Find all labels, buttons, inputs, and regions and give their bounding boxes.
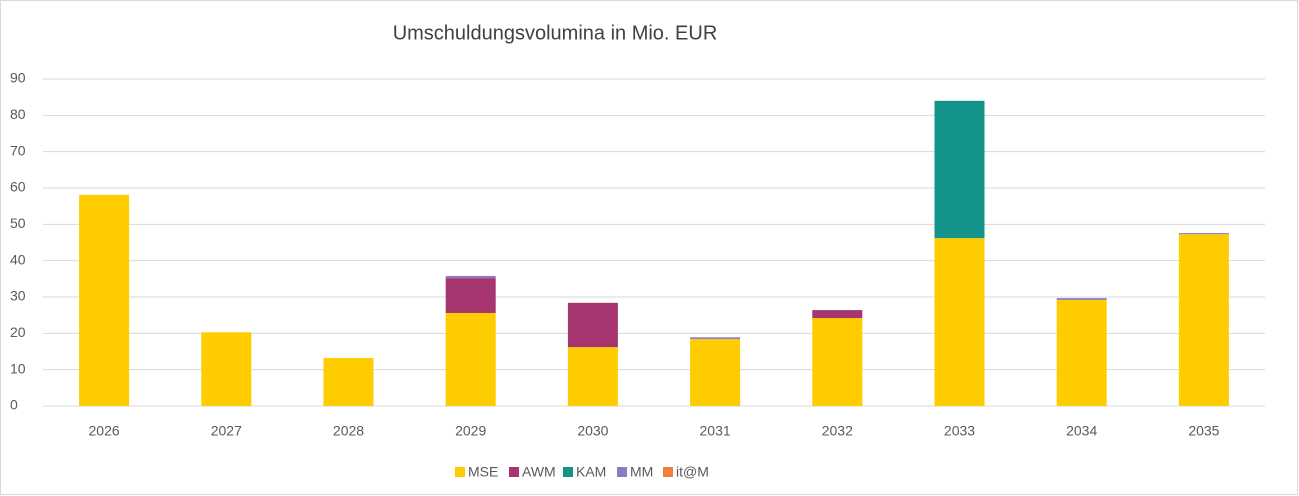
- y-tick-label: 60: [10, 179, 26, 195]
- bar-segment: [690, 337, 741, 340]
- legend-label: AWM: [522, 464, 556, 480]
- x-tick-label: 2035: [1188, 423, 1219, 439]
- bar-segment: [812, 318, 863, 406]
- y-tick-label: 20: [10, 324, 26, 340]
- bar-segment: [1178, 233, 1229, 235]
- bar-segment: [1178, 234, 1229, 406]
- bar-segment: [1056, 299, 1107, 406]
- x-tick-label: 2028: [333, 423, 364, 439]
- y-tick-label: 0: [10, 397, 18, 413]
- x-tick-label: 2034: [1066, 423, 1097, 439]
- x-tick-label: 2026: [89, 423, 120, 439]
- legend-label: KAM: [576, 464, 606, 480]
- bar-segment: [1056, 298, 1107, 300]
- bar-segment: [567, 347, 618, 406]
- y-tick-label: 40: [10, 251, 26, 267]
- bar-segment: [79, 194, 130, 406]
- legend-swatch: [509, 467, 519, 477]
- chart-title: Umschuldungsvolumina in Mio. EUR: [393, 22, 718, 44]
- x-tick-label: 2029: [455, 423, 486, 439]
- x-tick-label: 2032: [822, 423, 853, 439]
- bar-segment: [201, 332, 252, 406]
- y-tick-label: 10: [10, 360, 26, 376]
- bar-segment: [323, 358, 374, 406]
- bar-segment: [445, 275, 496, 279]
- bar-segment: [690, 339, 741, 406]
- bar-segment: [812, 310, 863, 319]
- legend-label: it@M: [676, 464, 709, 480]
- legend-swatch: [663, 467, 673, 477]
- y-tick-label: 80: [10, 106, 26, 122]
- bar-segment: [934, 100, 985, 239]
- y-tick-label: 70: [10, 142, 26, 158]
- x-tick-label: 2027: [211, 423, 242, 439]
- legend-label: MM: [630, 464, 653, 480]
- bar-segment: [445, 278, 496, 313]
- legend-label: MSE: [468, 464, 498, 480]
- y-tick-label: 90: [10, 70, 26, 86]
- bar-segment: [445, 312, 496, 406]
- legend-swatch: [563, 467, 573, 477]
- legend-swatch: [617, 467, 627, 477]
- x-tick-label: 2033: [944, 423, 975, 439]
- y-tick-label: 30: [10, 288, 26, 304]
- bar-segment: [934, 238, 985, 406]
- y-tick-label: 50: [10, 215, 26, 231]
- x-tick-label: 2031: [700, 423, 731, 439]
- bar-segment: [567, 302, 618, 348]
- legend-swatch: [455, 467, 465, 477]
- x-tick-label: 2030: [577, 423, 608, 439]
